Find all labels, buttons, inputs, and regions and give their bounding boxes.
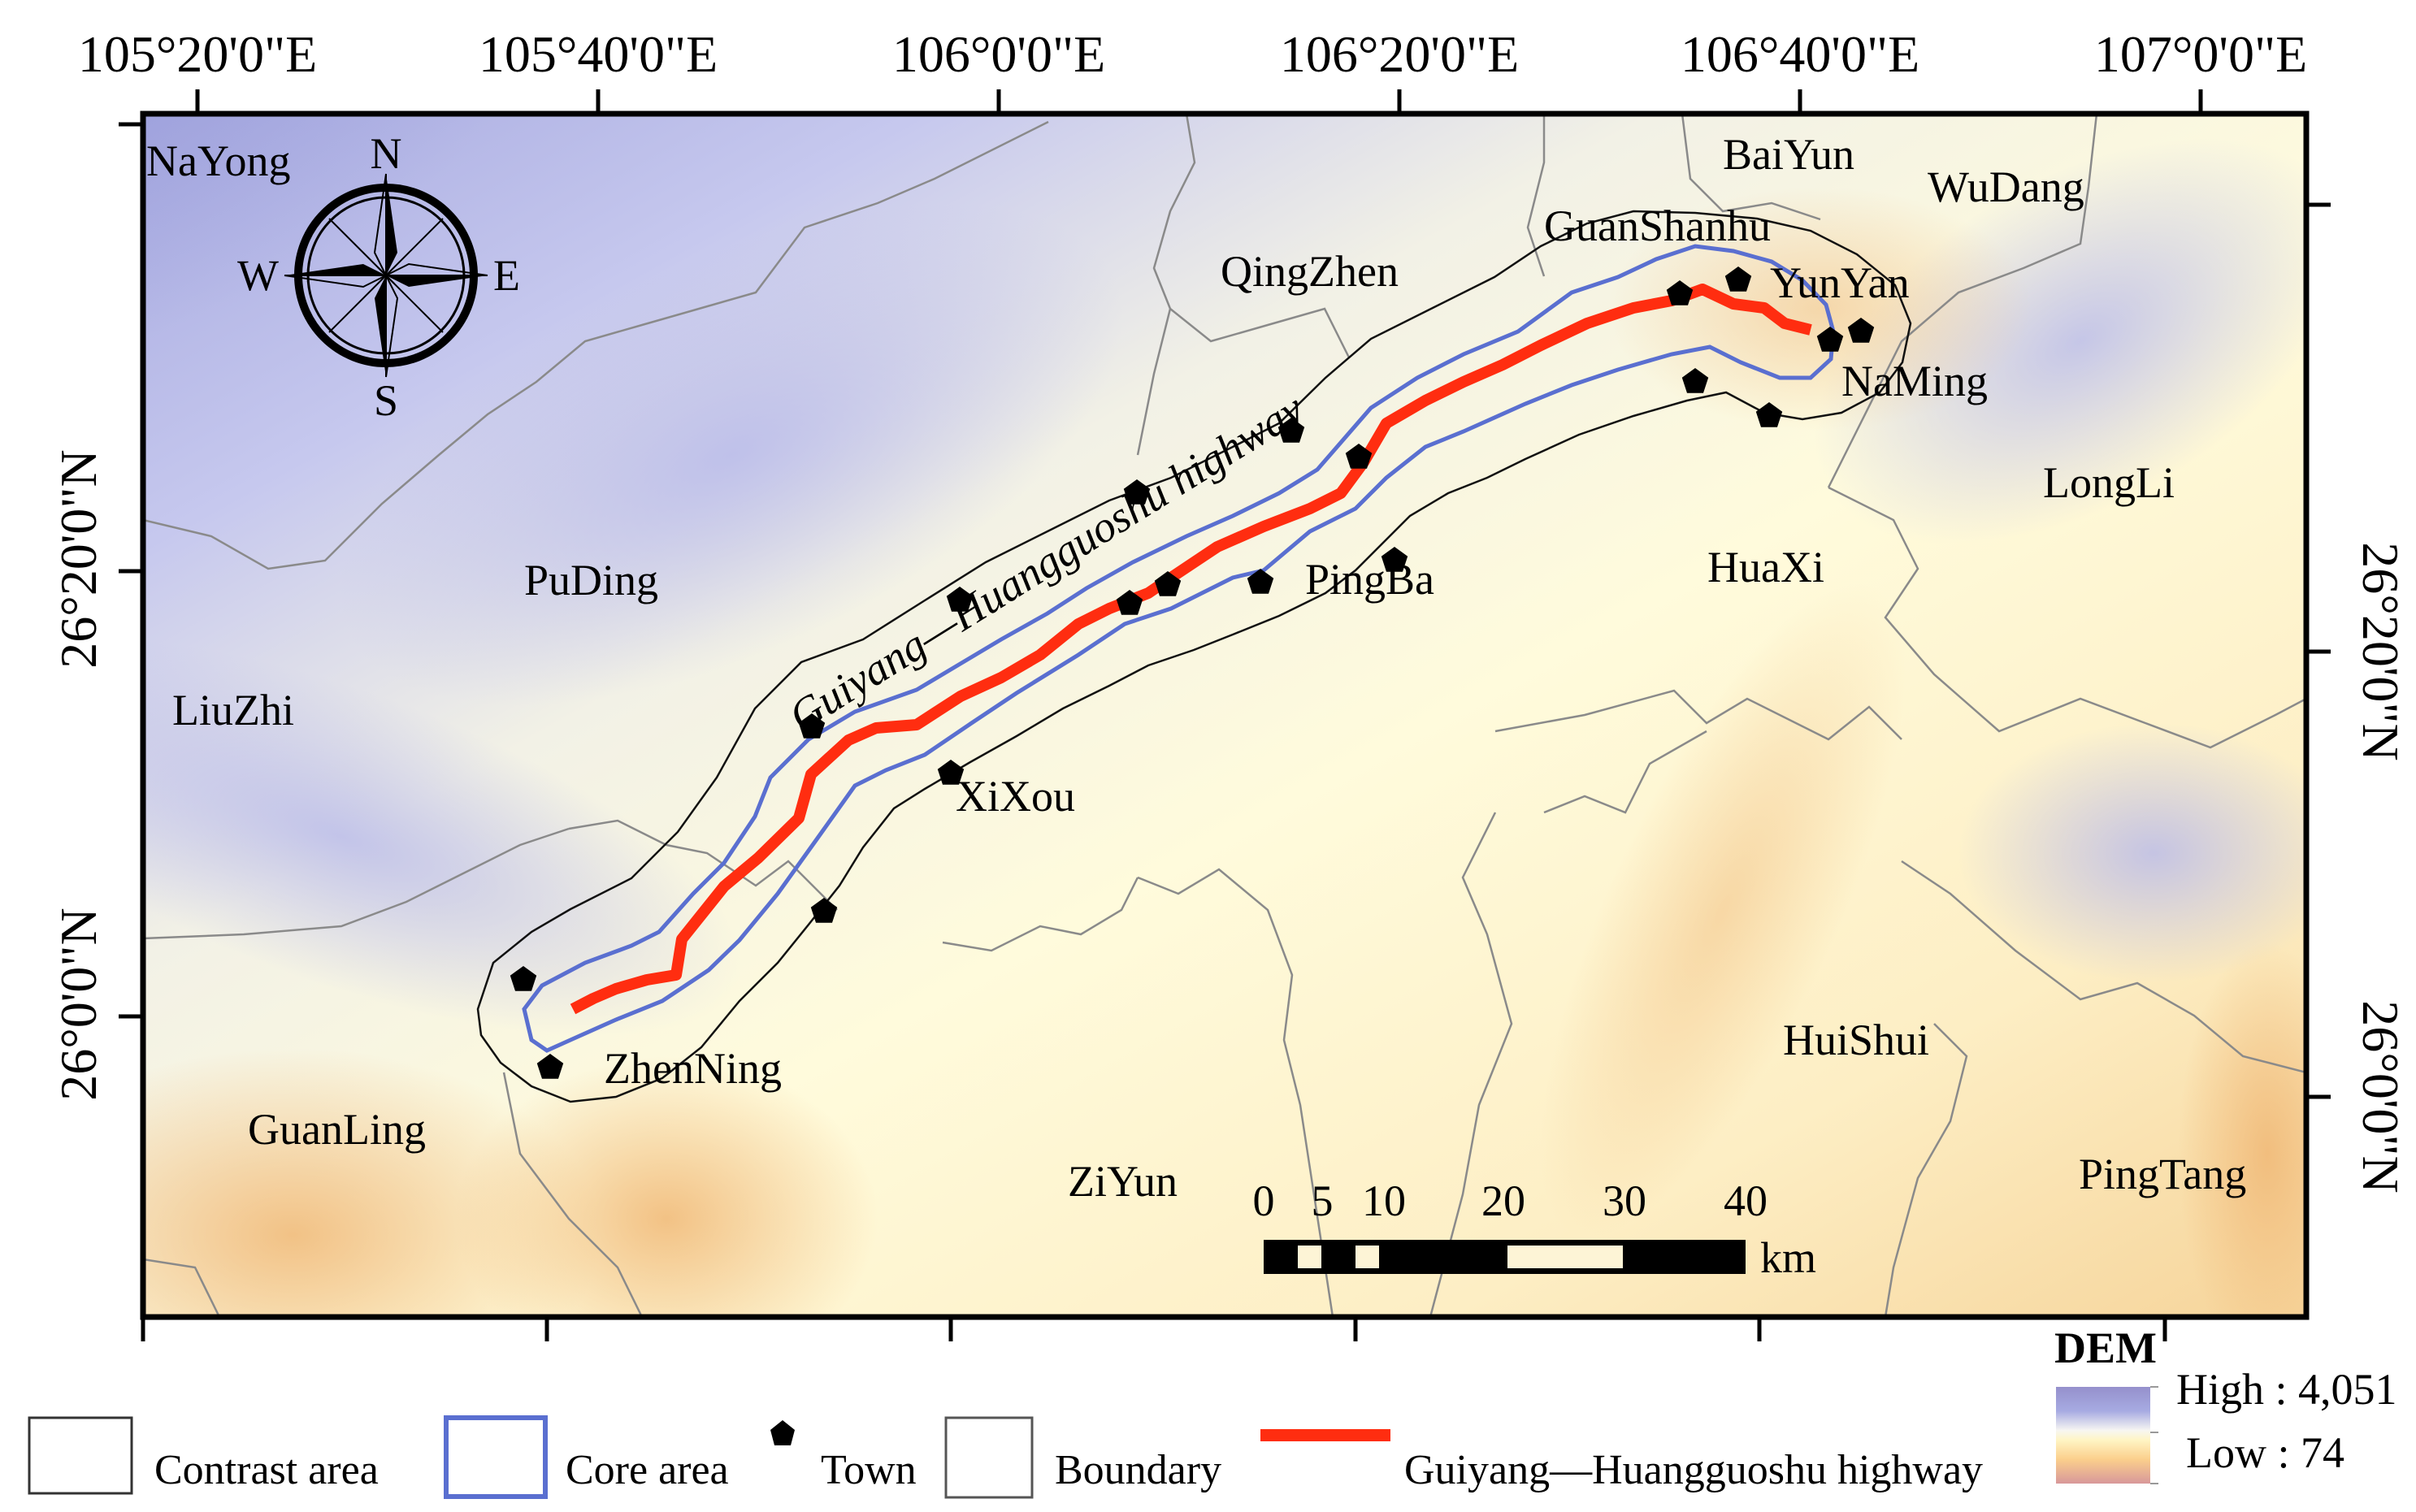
town-marker bbox=[810, 898, 838, 923]
scale-tick-label: 30 bbox=[1603, 1176, 1646, 1225]
place-label-liuzhi: LiuZhi bbox=[172, 686, 294, 734]
legend-label-highway: Guiyang—Huangguoshu highway bbox=[1404, 1447, 1983, 1493]
town-marker bbox=[798, 713, 826, 739]
dem-high-label: High : 4,051 bbox=[2176, 1365, 2397, 1414]
place-label-guanshanhu: GuanShanhu bbox=[1544, 201, 1771, 250]
legend-label-contrast-area: Contrast area bbox=[154, 1447, 379, 1493]
town-pentagon-icon bbox=[770, 1420, 795, 1445]
legend-item-core-area: Core area bbox=[444, 1415, 729, 1499]
dem-title: DEM bbox=[2054, 1324, 2157, 1372]
compass-s-label: S bbox=[374, 376, 398, 425]
latitude-label-right: 26°0'0"N bbox=[2352, 1000, 2409, 1193]
longitude-label: 105°40'0"E bbox=[479, 25, 718, 83]
town-marker bbox=[510, 966, 537, 991]
place-label-naming: NaMing bbox=[1841, 357, 1988, 405]
town-marker bbox=[536, 1054, 564, 1079]
legend-item-boundary: Boundary bbox=[944, 1416, 1221, 1499]
scale-tick-label: 5 bbox=[1312, 1176, 1334, 1225]
town-marker bbox=[1847, 318, 1875, 343]
longitude-label: 107°0'0"E bbox=[2094, 25, 2307, 83]
county-boundaries bbox=[143, 114, 2306, 1317]
compass-n-label: N bbox=[371, 129, 402, 178]
dem-low-label: Low : 74 bbox=[2186, 1428, 2344, 1477]
place-label-huaxi: HuaXi bbox=[1707, 543, 1824, 591]
place-label-yunyan: YunYan bbox=[1770, 258, 1910, 307]
place-label-xixou: XiXou bbox=[956, 772, 1075, 821]
scale-tick-label: 20 bbox=[1481, 1176, 1525, 1225]
legend-label-boundary: Boundary bbox=[1055, 1447, 1221, 1493]
longitude-label: 106°20'0"E bbox=[1280, 25, 1519, 83]
compass-rose-icon bbox=[284, 173, 488, 378]
scale-tick-label: 10 bbox=[1362, 1176, 1406, 1225]
map-frame bbox=[140, 110, 2310, 1320]
town-marker bbox=[1154, 571, 1182, 596]
town-marker bbox=[1666, 280, 1694, 305]
town-marker bbox=[1816, 327, 1844, 352]
place-label-pingtang: PingTang bbox=[2079, 1150, 2246, 1198]
place-label-guanling: GuanLing bbox=[248, 1105, 426, 1154]
town-marker bbox=[1381, 547, 1408, 572]
town-marker bbox=[946, 587, 974, 612]
place-label-puding: PuDing bbox=[524, 556, 658, 604]
legend-dem: DEM High : 4,051 Low : 74 bbox=[2054, 1324, 2397, 1484]
place-label-huishui: HuiShui bbox=[1783, 1016, 1929, 1064]
place-labels: NaYong QingZhen GuanShanhu BaiYun WuDang YunY… bbox=[146, 130, 2246, 1206]
core-area-outline bbox=[522, 244, 1836, 1053]
legend: Contrast area Core area Town Boundary Gu… bbox=[28, 1324, 2397, 1499]
town-marker bbox=[1724, 266, 1752, 292]
compass-e-label: E bbox=[493, 251, 520, 300]
latitude-label-right: 26°20'0"N bbox=[2352, 542, 2409, 760]
town-marker bbox=[1116, 590, 1143, 615]
legend-label-town: Town bbox=[821, 1447, 917, 1493]
town-marker bbox=[1345, 444, 1373, 469]
town-marker bbox=[1123, 479, 1151, 505]
latitude-label: 26°0'0"N bbox=[50, 908, 107, 1100]
town-marker bbox=[1681, 368, 1709, 393]
longitude-label: 105°20'0"E bbox=[78, 25, 317, 83]
town-marker bbox=[1755, 402, 1783, 427]
compass-w-label: W bbox=[237, 251, 279, 300]
north-arrow-compass: N S E W bbox=[237, 129, 520, 425]
town-marker bbox=[1277, 418, 1305, 443]
legend-item-contrast-area: Contrast area bbox=[28, 1416, 379, 1495]
scale-tick-label: 40 bbox=[1724, 1176, 1768, 1225]
town-markers bbox=[510, 266, 1875, 1079]
legend-item-highway: Guiyang—Huangguoshu highway bbox=[1260, 1429, 1983, 1493]
graticule-axes: 105°20'0"E 105°40'0"E 106°0'0"E 106°20'0"E 1… bbox=[50, 25, 2409, 1341]
place-label-wudang: WuDang bbox=[1928, 162, 2084, 211]
dem-raster bbox=[143, 114, 2306, 1317]
scale-bar: 0 5 10 20 30 40 km bbox=[1253, 1176, 1817, 1282]
place-label-zhenning: ZhenNing bbox=[604, 1044, 782, 1093]
longitude-label: 106°0'0"E bbox=[892, 25, 1105, 83]
place-label-ziyun: ZiYun bbox=[1068, 1157, 1178, 1206]
dem-color-ramp bbox=[2056, 1387, 2150, 1484]
place-label-baiyun: BaiYun bbox=[1723, 130, 1854, 179]
longitude-label: 106°40'0"E bbox=[1681, 25, 1919, 83]
scale-unit: km bbox=[1760, 1233, 1816, 1282]
town-marker bbox=[1247, 569, 1274, 594]
latitude-label: 26°20'0"N bbox=[50, 449, 107, 668]
place-label-longli: LongLi bbox=[2043, 458, 2175, 507]
legend-label-core-area: Core area bbox=[566, 1447, 729, 1493]
scale-tick-label: 0 bbox=[1253, 1176, 1275, 1225]
place-label-nayong: NaYong bbox=[146, 136, 291, 185]
place-label-qingzhen: QingZhen bbox=[1221, 247, 1399, 296]
place-label-pingba: PingBa bbox=[1305, 555, 1434, 604]
town-marker bbox=[937, 760, 965, 785]
legend-item-town: Town bbox=[770, 1420, 917, 1493]
